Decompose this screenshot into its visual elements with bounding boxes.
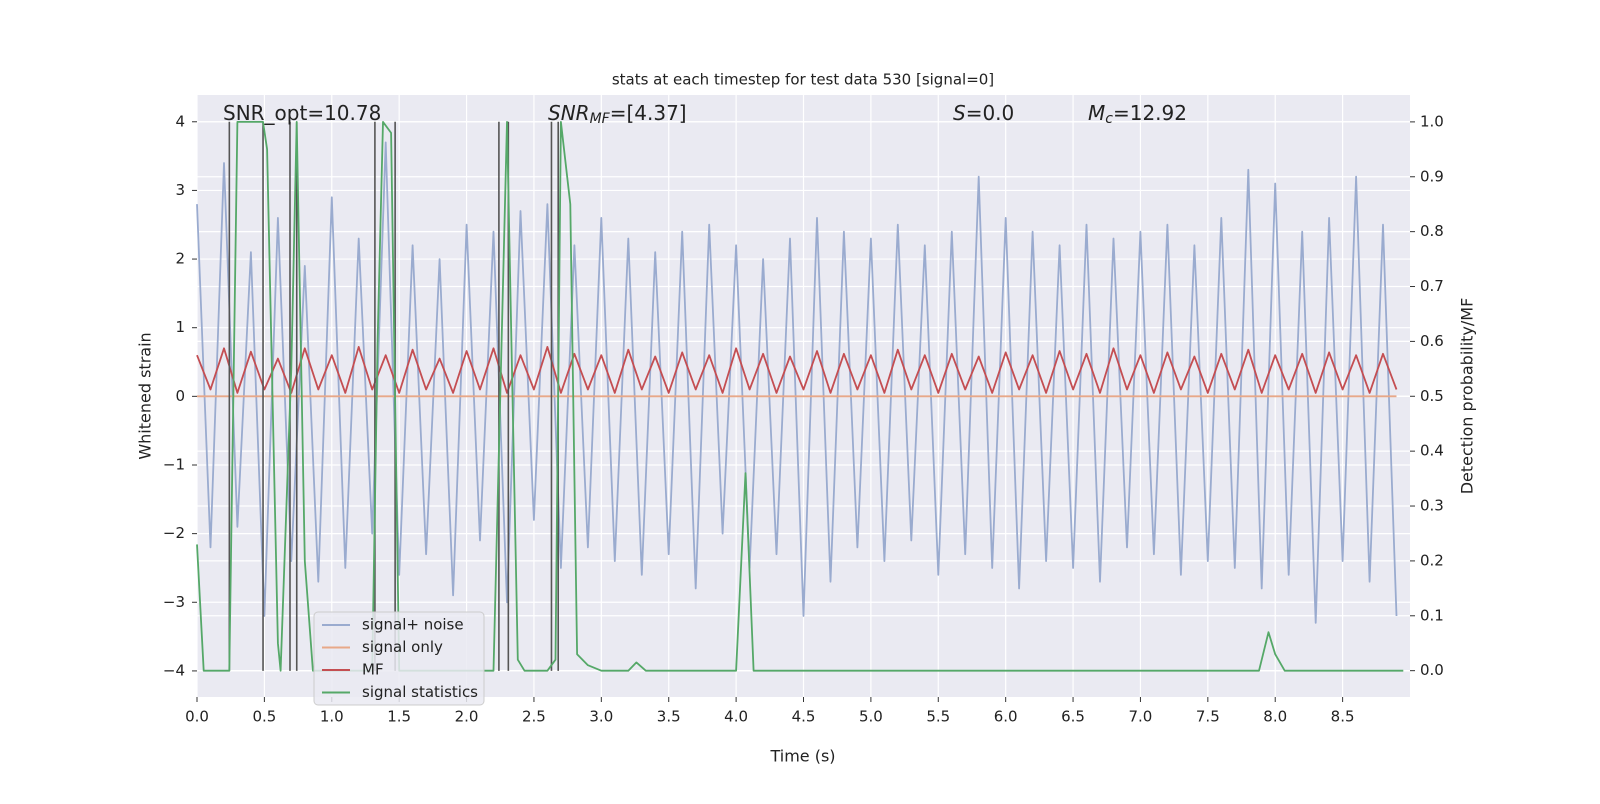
y2-tick-label: 0.6 bbox=[1420, 332, 1444, 350]
y2-tick-label: 0.7 bbox=[1420, 277, 1444, 295]
legend-label: signal statistics bbox=[362, 683, 478, 701]
x-tick-label: 0.0 bbox=[185, 708, 209, 726]
x-tick-label: 5.5 bbox=[926, 708, 950, 726]
y2-tick-label: 0.2 bbox=[1420, 551, 1444, 569]
x-tick-label: 7.0 bbox=[1129, 708, 1153, 726]
x-tick-label: 2.0 bbox=[455, 708, 479, 726]
annotation-part: c bbox=[1105, 111, 1113, 127]
chart-title: stats at each timestep for test data 530… bbox=[612, 71, 994, 89]
y2-tick-label: 0.4 bbox=[1420, 442, 1444, 460]
x-tick-label: 4.5 bbox=[792, 708, 816, 726]
x-tick-label: 0.5 bbox=[252, 708, 276, 726]
y-tick-label: 0 bbox=[175, 387, 185, 405]
x-axis-label: Time (s) bbox=[769, 747, 835, 766]
y-tick-label: 1 bbox=[175, 318, 185, 336]
legend-box bbox=[313, 611, 485, 706]
annotation-part: =0.0 bbox=[966, 101, 1015, 125]
y-tick-label: −1 bbox=[163, 455, 185, 473]
x-tick-label: 4.0 bbox=[724, 708, 748, 726]
annotation-part: M bbox=[1088, 101, 1105, 125]
annotation-part: MF bbox=[590, 111, 611, 127]
y-tick-label: 3 bbox=[175, 181, 185, 199]
annotation-part: SNR bbox=[548, 101, 590, 125]
annotation: Mc=12.92 bbox=[1088, 101, 1187, 128]
y2-tick-label: 1.0 bbox=[1420, 112, 1444, 130]
legend: signal+ noise signal only MF signal statist… bbox=[313, 611, 485, 706]
annotation: SNRMF=[4.37] bbox=[548, 101, 687, 128]
x-tick-label: 6.5 bbox=[1061, 708, 1085, 726]
y2-tick-label: 0.5 bbox=[1420, 387, 1444, 405]
y2-tick-label: 0.8 bbox=[1420, 222, 1444, 240]
series-line bbox=[196, 346, 1398, 394]
annotation: S=0.0 bbox=[953, 101, 1014, 125]
legend-label: signal+ noise bbox=[362, 616, 464, 634]
y-tick-label: 4 bbox=[175, 112, 185, 130]
x-tick-label: 2.5 bbox=[522, 708, 546, 726]
x-tick-label: 1.0 bbox=[320, 708, 344, 726]
y-tick-label: −4 bbox=[163, 661, 185, 679]
annotation-part: SNR_opt=10.78 bbox=[223, 101, 381, 125]
x-tick-label: 5.0 bbox=[859, 708, 883, 726]
annotation: SNR_opt=10.78 bbox=[223, 101, 381, 125]
x-tick-label: 6.0 bbox=[994, 708, 1018, 726]
y2-axis-label: Detection probability/MF bbox=[1458, 298, 1477, 495]
series-line bbox=[196, 121, 1404, 672]
y2-tick-label: 0.0 bbox=[1420, 661, 1444, 679]
x-tick-label: 3.5 bbox=[657, 708, 681, 726]
y2-tick-label: 0.1 bbox=[1420, 606, 1444, 624]
legend-label: signal only bbox=[362, 638, 443, 656]
y-axis-label: Whitened strain bbox=[136, 332, 155, 459]
y-tick-label: 2 bbox=[175, 250, 185, 268]
y-tick-label: −2 bbox=[163, 524, 185, 542]
x-tick-label: 1.5 bbox=[387, 708, 411, 726]
annotation-part: =12.92 bbox=[1113, 101, 1187, 125]
y-tick-label: −3 bbox=[163, 593, 185, 611]
x-tick-label: 3.0 bbox=[589, 708, 613, 726]
x-tick-label: 8.0 bbox=[1263, 708, 1287, 726]
annotation-part: S bbox=[953, 101, 966, 125]
annotation-part: =[4.37] bbox=[610, 101, 687, 125]
x-tick-label: 7.5 bbox=[1196, 708, 1220, 726]
x-tick-label: 8.5 bbox=[1331, 708, 1355, 726]
y2-tick-label: 0.3 bbox=[1420, 497, 1444, 515]
legend-label: MF bbox=[362, 661, 384, 679]
y2-tick-label: 0.9 bbox=[1420, 167, 1444, 185]
